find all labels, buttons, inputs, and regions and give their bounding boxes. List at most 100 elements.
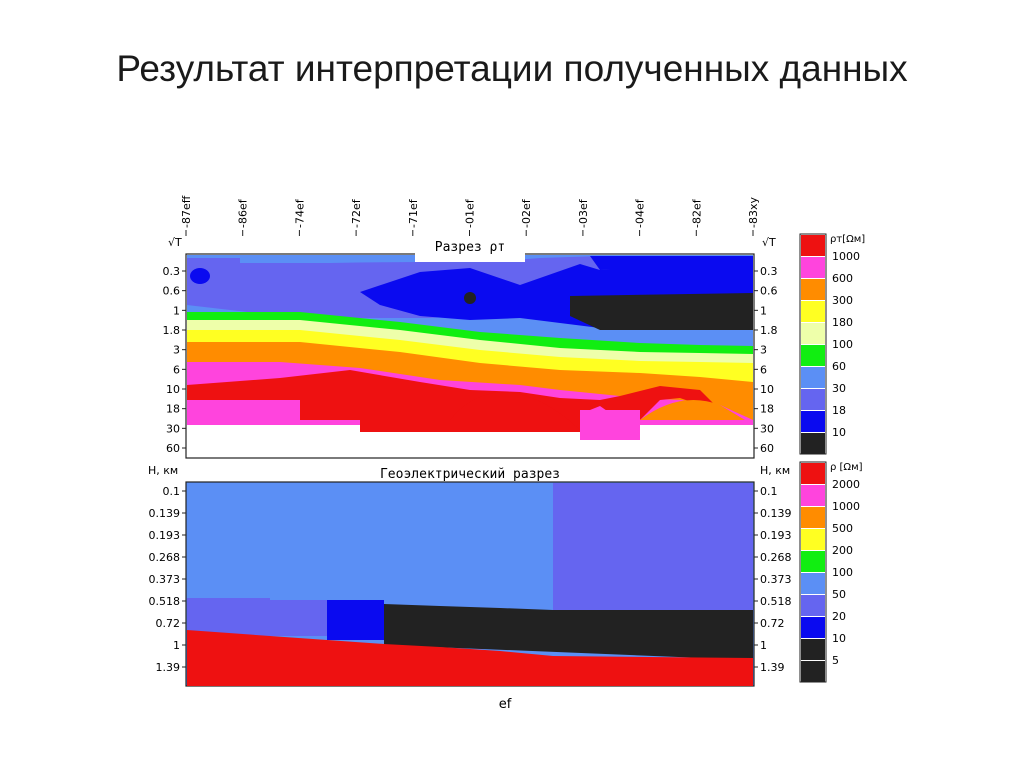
top-title-box <box>415 248 525 262</box>
axis-tick-label-right: 1.39 <box>760 661 785 674</box>
layer-red <box>187 630 753 686</box>
axis-tick-label-right: 6 <box>760 363 767 376</box>
legend-swatch <box>801 301 825 322</box>
axis-tick-label-left: 60 <box>166 442 180 455</box>
layer-periwinkle-right <box>553 483 753 611</box>
axis-tick-label-right: 0.6 <box>760 285 778 298</box>
axis-tick-label-left: 0.518 <box>149 595 181 608</box>
region-magenta-bottom <box>580 410 640 440</box>
axis-tick-label-left: 18 <box>166 403 180 416</box>
region-orange-lobe <box>660 407 730 420</box>
legend-swatch <box>801 411 825 432</box>
bottom-axis-label-right: H, км <box>760 464 790 477</box>
axis-tick-label-left: 1 <box>173 639 180 652</box>
legend-swatch <box>801 573 825 594</box>
bottom-axis-ticks: 0.1 0.1 0.139 0.139 0.193 0.193 0.268 0.268 0.37… <box>149 485 792 674</box>
axis-tick-label-right: 1 <box>760 639 767 652</box>
legend-swatch <box>801 367 825 388</box>
axis-tick-label-left: 0.268 <box>149 551 181 564</box>
station-label: -01ef <box>464 198 477 228</box>
region-red <box>187 370 742 432</box>
station-labels: -87eff -86ef -74ef -72ef -71ef -01ef -02ef -03e… <box>180 195 760 236</box>
axis-tick-label-right: 60 <box>760 442 774 455</box>
axis-tick-label-right: 18 <box>760 403 774 416</box>
bottom-x-label: ef <box>499 697 512 712</box>
axis-tick-label-left: 0.1 <box>163 485 181 498</box>
legend-swatch <box>801 257 825 278</box>
top-panel: Разрез ρт √T √T 0.3 0.3 0.6 0.6 1 1 1.8 1.8 3 3 6 6… <box>163 236 778 459</box>
axis-tick-label-right: 1 <box>760 304 767 317</box>
legend-label: 2000 <box>832 478 860 491</box>
axis-tick-label-left: 1 <box>173 304 180 317</box>
region-red-lobe <box>450 392 580 432</box>
legend-swatch <box>801 345 825 366</box>
legend-swatch <box>801 433 825 454</box>
axis-tick-label-left: 1.39 <box>156 661 181 674</box>
legend-label: 10 <box>832 426 846 439</box>
legend-label: 20 <box>832 610 846 623</box>
station-label: -82ef <box>690 198 703 228</box>
legend-label: 1000 <box>832 250 860 263</box>
legend-label: 300 <box>832 294 853 307</box>
axis-tick-label-right: 30 <box>760 422 774 435</box>
station-label: -02ef <box>520 198 533 228</box>
bottom-panel-title: Геоэлектрический разрез <box>380 467 560 482</box>
axis-tick-label-right: 0.518 <box>760 595 792 608</box>
axis-tick-label-right: 1.8 <box>760 324 778 337</box>
bottom-axis-label-left: H, км <box>148 464 178 477</box>
legend-label: 60 <box>832 360 846 373</box>
legend-label: 500 <box>832 522 853 535</box>
axis-tick-label-right: 0.1 <box>760 485 778 498</box>
axis-tick-label-right: 0.3 <box>760 265 778 278</box>
axis-tick-label-right: 0.72 <box>760 617 785 630</box>
axis-tick-label-left: 10 <box>166 383 180 396</box>
station-label: -83xy <box>747 197 760 228</box>
top-legend-title: ρт[Ωм] <box>830 234 865 245</box>
region-dark <box>570 293 753 330</box>
bottom-panel: Геоэлектрический разрез H, км H, км ef 0… <box>148 464 792 712</box>
legend-label: 600 <box>832 272 853 285</box>
layer-periwinkle-left <box>187 598 327 636</box>
legend-label: 30 <box>832 382 846 395</box>
legend-label: 200 <box>832 544 853 557</box>
legend-swatch <box>801 661 825 682</box>
legend-label: 1000 <box>832 500 860 513</box>
axis-tick-label-left: 6 <box>173 363 180 376</box>
top-axis-label-right: √T <box>762 236 776 249</box>
top-panel-title: Разрез ρт <box>435 240 505 255</box>
axis-tick-label-left: 30 <box>166 422 180 435</box>
station-label: -72ef <box>350 198 363 228</box>
axis-tick-label-right: 0.193 <box>760 529 792 542</box>
legend-swatch <box>801 595 825 616</box>
legend-swatch <box>801 463 825 484</box>
legend-swatch <box>801 485 825 506</box>
legend-swatch <box>801 235 825 256</box>
axis-tick-label-left: 0.72 <box>156 617 181 630</box>
top-axis-label-left: √T <box>168 236 182 249</box>
station-label: -74ef <box>293 198 306 228</box>
station-label: -04ef <box>634 198 647 228</box>
legend-label: 10 <box>832 632 846 645</box>
region-blue-dot <box>190 268 210 284</box>
axis-tick-label-left: 0.193 <box>149 529 181 542</box>
axis-tick-label-right: 0.373 <box>760 573 792 586</box>
legend-label: 50 <box>832 588 846 601</box>
legend-swatch <box>801 551 825 572</box>
legend-label: 100 <box>832 338 853 351</box>
bottom-legend: 2000 1000 500 200 100 50 20 10 5 <box>799 461 860 683</box>
legend-label: 100 <box>832 566 853 579</box>
axis-tick-label-right: 3 <box>760 344 767 357</box>
region-dark-dot <box>464 292 476 304</box>
axis-tick-label-left: 0.373 <box>149 573 181 586</box>
axis-tick-label-right: 0.139 <box>760 507 792 520</box>
legend-swatch <box>801 323 825 344</box>
station-label: -71ef <box>407 198 420 228</box>
axis-tick-label-left: 3 <box>173 344 180 357</box>
axis-tick-label-right: 0.268 <box>760 551 792 564</box>
legend-label: 18 <box>832 404 846 417</box>
legend-swatch <box>801 389 825 410</box>
axis-tick-label-left: 1.8 <box>163 324 181 337</box>
slide-title: Результат интерпретации полученных данны… <box>116 48 908 89</box>
legend-swatch <box>801 279 825 300</box>
